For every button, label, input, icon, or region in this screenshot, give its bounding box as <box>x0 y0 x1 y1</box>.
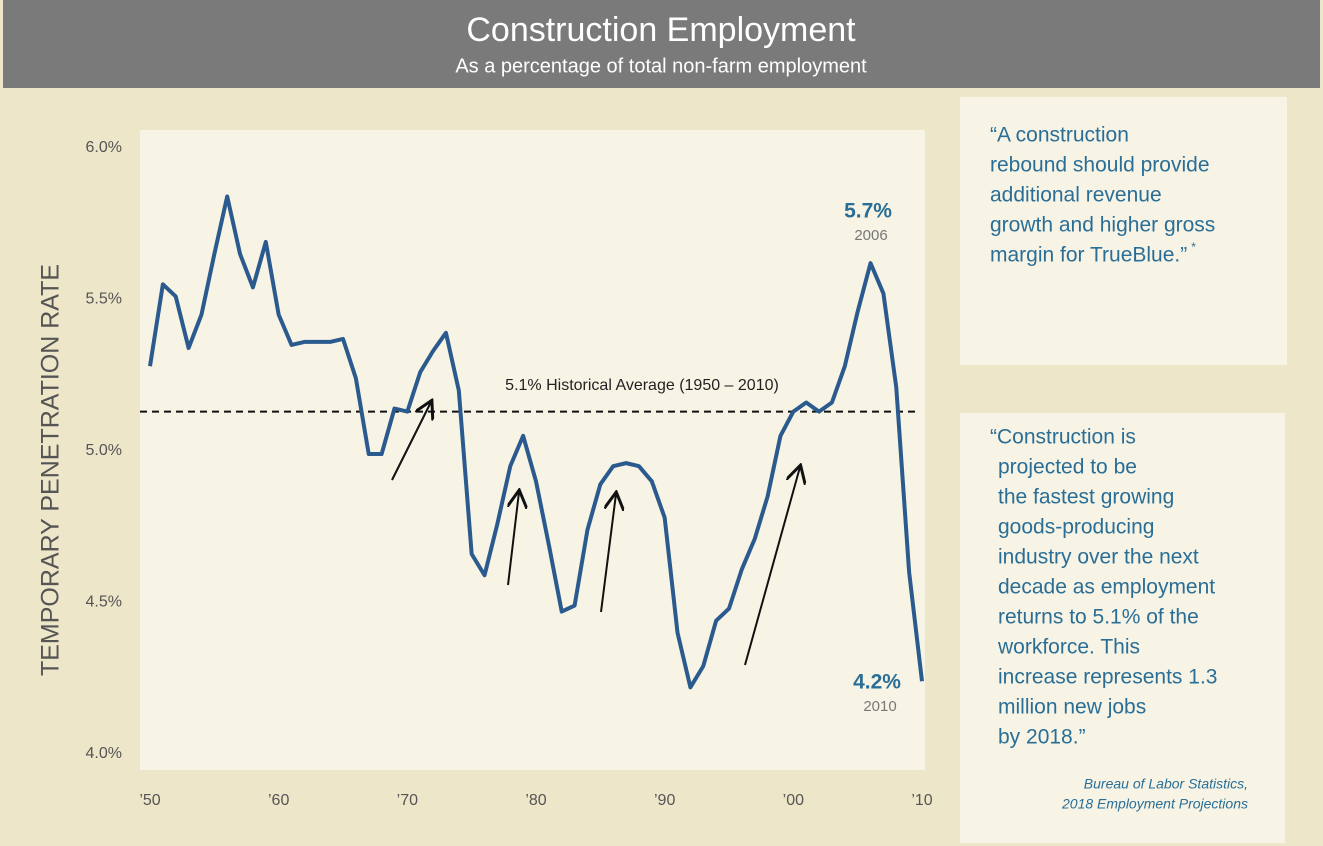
quote-line: growth and higher gross <box>990 214 1215 237</box>
quote-line: margin for TrueBlue.” * <box>990 240 1196 266</box>
header <box>3 0 1320 88</box>
y-tick-label: 5.0% <box>86 442 122 459</box>
y-tick-label: 4.5% <box>86 594 122 611</box>
quote-line: by 2018.” <box>998 726 1086 749</box>
source-line: 2018 Employment Projections <box>1061 796 1248 812</box>
quote-line: additional revenue <box>990 184 1162 207</box>
arrow <box>744 467 800 666</box>
y-axis-label: TEMPORARY PENETRATION RATE <box>37 264 65 676</box>
x-tick-label: ’10 <box>911 792 932 809</box>
quote-line: workforce. This <box>997 636 1140 659</box>
source-line: Bureau of Labor Statistics, <box>1084 776 1248 792</box>
footnote-mark: * <box>1191 240 1196 254</box>
x-tick-label: ’80 <box>525 792 546 809</box>
x-tick-label: ’00 <box>783 792 804 809</box>
quote-line: the fastest growing <box>998 486 1174 509</box>
quote-line: decade as employment <box>998 576 1215 599</box>
y-tick-label: 4.0% <box>86 745 122 762</box>
quote-line: “A construction <box>990 124 1129 147</box>
quote-line: million new jobs <box>998 696 1146 719</box>
x-tick-label: ’50 <box>139 792 160 809</box>
x-tick-label: ’90 <box>654 792 675 809</box>
data-line <box>148 194 924 690</box>
y-tick-label: 6.0% <box>86 139 122 156</box>
annotation-year: 2010 <box>863 698 896 715</box>
annotation-year: 2006 <box>854 227 887 244</box>
quote-line: rebound should provide <box>990 154 1210 177</box>
chart-title: Construction Employment <box>466 11 856 49</box>
quote-line: projected to be <box>998 456 1137 479</box>
quote-box <box>960 97 1287 365</box>
arrow <box>600 494 616 613</box>
quote-line: “Construction is <box>990 426 1136 449</box>
quote-line: increase represents 1.3 <box>998 666 1217 689</box>
quote-line: returns to 5.1% of the <box>998 606 1199 629</box>
x-tick-label: ’60 <box>268 792 289 809</box>
arrows <box>391 402 800 666</box>
arrow <box>391 402 431 481</box>
y-tick-label: 5.5% <box>86 291 122 308</box>
chart-subtitle: As a percentage of total non-farm employ… <box>455 55 867 77</box>
quote-line: industry over the next <box>998 546 1199 569</box>
plot-area <box>140 130 925 770</box>
quote-box <box>960 413 1285 843</box>
arrow <box>507 492 519 586</box>
quote-line: goods-producing <box>998 516 1154 539</box>
x-tick-label: ’70 <box>397 792 418 809</box>
annotation-value: 5.7% <box>844 200 892 223</box>
annotation-value: 4.2% <box>853 671 901 694</box>
average-label: 5.1% Historical Average (1950 – 2010) <box>505 377 779 394</box>
